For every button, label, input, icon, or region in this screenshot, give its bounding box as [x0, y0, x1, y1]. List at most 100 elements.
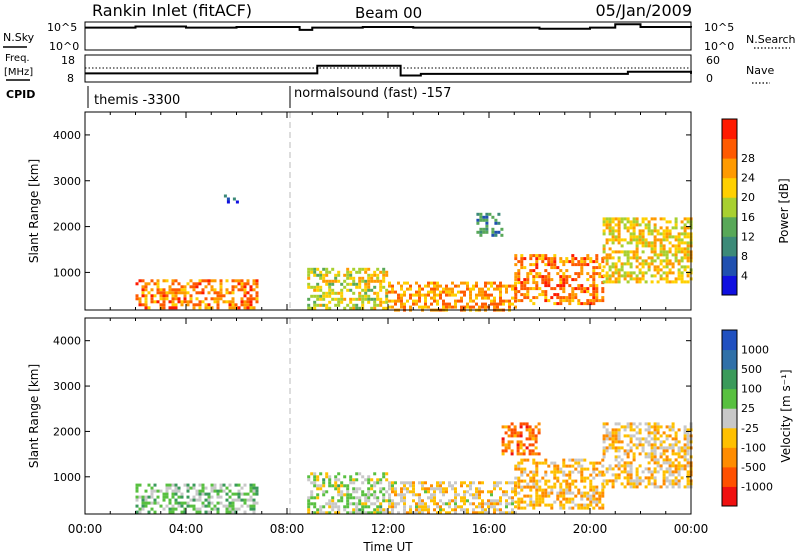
heatmap-cell: [602, 422, 606, 426]
heatmap-cell: [355, 478, 359, 482]
heatmap-cell: [562, 260, 566, 264]
heatmap-cell: [626, 241, 630, 245]
heatmap-cell: [577, 275, 581, 279]
heatmap-cell: [583, 503, 587, 507]
heatmap-cell: [686, 452, 690, 456]
heatmap-cell: [484, 511, 487, 515]
heatmap-cell: [162, 291, 166, 295]
heatmap-cell: [571, 293, 575, 297]
heatmap-cell: [601, 299, 605, 303]
heatmap-cell: [379, 502, 383, 506]
heatmap-cell: [219, 495, 223, 499]
heatmap-cell: [611, 473, 615, 477]
heatmap-cell: [307, 270, 311, 274]
heatmap-cell: [659, 232, 663, 236]
heatmap-cell: [307, 306, 311, 310]
heatmap-cell: [418, 299, 421, 303]
heatmap-cell: [638, 482, 642, 486]
heatmap-cell: [144, 303, 148, 307]
heatmap-cell: [481, 511, 484, 515]
heatmap-cell: [544, 473, 548, 477]
heatmap-cell: [183, 501, 187, 505]
heatmap-cell: [513, 431, 517, 435]
heatmap-cell: [653, 467, 657, 471]
heatmap-cell: [352, 279, 356, 283]
heatmap-cell: [228, 303, 232, 307]
heatmap-cell: [674, 470, 678, 474]
heatmap-cell: [559, 467, 563, 471]
heatmap-cell: [174, 498, 178, 502]
heatmap-cell: [499, 299, 502, 303]
heatmap-cell: [192, 282, 196, 286]
heatmap-cell: [478, 493, 481, 497]
heatmap-cell: [671, 437, 675, 441]
heatmap-cell: [150, 507, 154, 511]
heatmap-cell: [349, 306, 353, 310]
heatmap-cell: [674, 443, 678, 447]
heatmap-cell: [313, 496, 317, 500]
heatmap-cell: [484, 508, 487, 512]
heatmap-cell: [373, 300, 377, 304]
heatmap-cell: [433, 496, 436, 500]
heatmap-cell: [565, 278, 569, 282]
heatmap-cell: [415, 293, 418, 297]
heatmap-cell: [626, 470, 630, 474]
heatmap-cell: [475, 487, 478, 491]
heatmap-cell: [517, 290, 521, 294]
heatmap-cell: [556, 296, 560, 300]
heatmap-cell: [246, 306, 250, 310]
heatmap-cell: [635, 223, 639, 227]
heatmap-cell: [656, 422, 660, 426]
heatmap-cell: [334, 303, 338, 307]
heatmap-cell: [243, 303, 247, 307]
heatmap-cell: [674, 223, 678, 227]
heatmap-cell: [668, 464, 672, 468]
heatmap-cell: [641, 265, 645, 269]
heatmap-cell: [635, 482, 639, 486]
heatmap-cell: [310, 267, 314, 271]
heatmap-cell: [638, 437, 642, 441]
heatmap-cell: [629, 271, 633, 275]
heatmap-cell: [683, 223, 687, 227]
heatmap-cell: [454, 502, 457, 506]
heatmap-cell: [650, 443, 654, 447]
heatmap-cell: [144, 285, 148, 289]
heatmap-cell: [580, 260, 584, 264]
heatmap-cell: [686, 446, 690, 450]
heatmap-cell: [532, 476, 536, 480]
heatmap-cell: [508, 299, 511, 303]
heatmap-cell: [448, 502, 451, 506]
colorbar-tick-label: -100: [741, 441, 766, 454]
heatmap-cell: [565, 260, 569, 264]
heatmap-cell: [674, 440, 678, 444]
heatmap-cell: [514, 287, 518, 291]
heatmap-cell: [626, 455, 630, 459]
heatmap-cell: [668, 482, 672, 486]
heatmap-cell: [617, 268, 621, 272]
heatmap-cell: [601, 464, 605, 468]
heatmap-cell: [376, 499, 380, 503]
heatmap-cell: [686, 259, 690, 263]
heatmap-cell: [586, 299, 590, 303]
heatmap-cell: [255, 285, 259, 289]
heatmap-cell: [430, 493, 433, 497]
heatmap-cell: [497, 221, 501, 225]
heatmap-cell: [171, 303, 175, 307]
heatmap-cell: [623, 449, 627, 453]
heatmap-cell: [198, 507, 202, 511]
heatmap-cell: [614, 268, 618, 272]
heatmap-cell: [544, 269, 548, 273]
heatmap-cell: [577, 491, 581, 495]
heatmap-cell: [608, 253, 612, 257]
heatmap-cell: [403, 281, 406, 285]
heatmap-cell: [177, 495, 181, 499]
heatmap-cell: [394, 481, 397, 485]
heatmap-cell: [608, 232, 612, 236]
heatmap-cell: [520, 473, 524, 477]
heatmap-cell: [485, 221, 489, 225]
heatmap-cell: [361, 490, 365, 494]
heatmap-cell: [635, 274, 639, 278]
heatmap-cell: [547, 263, 551, 267]
heatmap-cell: [325, 291, 329, 295]
heatmap-cell: [508, 305, 511, 309]
